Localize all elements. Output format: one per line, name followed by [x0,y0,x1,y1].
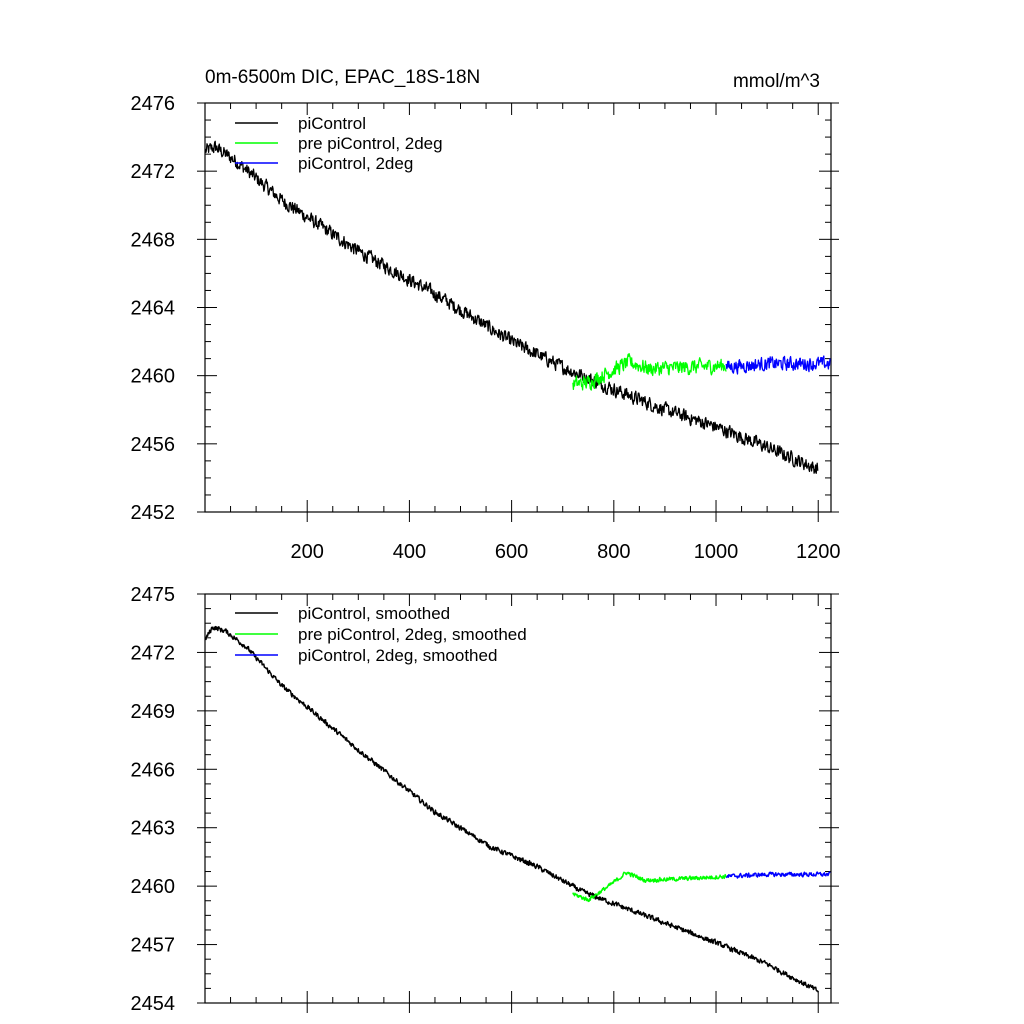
x-tick-label: 600 [495,541,528,563]
y-tick-label: 2475 [131,584,176,606]
bottom-panel: 2454 2457 2460 2463 2466 2469 2472 2475 piContr… [131,584,839,1015]
legend-label-picontrol: piControl [298,114,366,133]
y-tick-label: 2464 [131,298,176,320]
top-legend: piControl pre piControl, 2deg piControl,… [235,114,443,173]
series-line-1 [572,352,727,391]
top-title: 0m-6500m DIC, EPAC_18S-18N [205,67,480,88]
bottom-legend: piControl, smoothed pre piControl, 2deg,… [235,604,527,665]
x-tick-label: 1000 [694,541,739,563]
top-tick-labels: 200 400 600 800 1000 1200 2452 2456 2460 2464 2468… [131,93,841,563]
y-tick-label: 2466 [131,759,176,781]
legend-label-pre-picontrol-2deg-smoothed: pre piControl, 2deg, smoothed [298,625,527,644]
y-tick-label: 2469 [131,701,176,723]
top-units: mmol/m^3 [733,71,820,92]
y-tick-label: 2463 [131,818,176,840]
y-tick-label: 2472 [131,642,176,664]
x-tick-label: 400 [393,541,426,563]
series-line-2 [725,871,831,879]
series-line-0 [204,140,819,474]
series-line-2 [725,355,831,375]
bottom-series-lines [204,625,831,993]
y-tick-label: 2452 [131,502,176,524]
legend-label-picontrol-smoothed: piControl, smoothed [298,604,450,623]
y-tick-label: 2460 [131,876,176,898]
series-line-0 [204,625,819,993]
x-tick-label: 1200 [796,541,841,563]
bottom-ticks [197,593,839,1013]
legend-label-pre-picontrol-2deg: pre piControl, 2deg [298,134,443,153]
top-panel: 0m-6500m DIC, EPAC_18S-18N mmol/m^3 200 4… [131,67,841,563]
y-tick-label: 2454 [131,993,176,1015]
top-series-lines [204,140,831,474]
y-tick-label: 2457 [131,935,176,957]
legend-label-picontrol-2deg: piControl, 2deg [298,154,413,173]
series-line-1 [572,871,727,903]
x-tick-label: 800 [597,541,630,563]
y-tick-label: 2468 [131,229,176,251]
y-tick-label: 2476 [131,93,176,115]
y-tick-label: 2460 [131,366,176,388]
top-ticks [197,102,839,522]
legend-label-picontrol-2deg-smoothed: piControl, 2deg, smoothed [298,646,497,665]
x-tick-label: 200 [291,541,324,563]
y-tick-label: 2456 [131,434,176,456]
y-tick-label: 2472 [131,161,176,183]
bottom-tick-labels: 2454 2457 2460 2463 2466 2469 2472 2475 [131,584,176,1015]
